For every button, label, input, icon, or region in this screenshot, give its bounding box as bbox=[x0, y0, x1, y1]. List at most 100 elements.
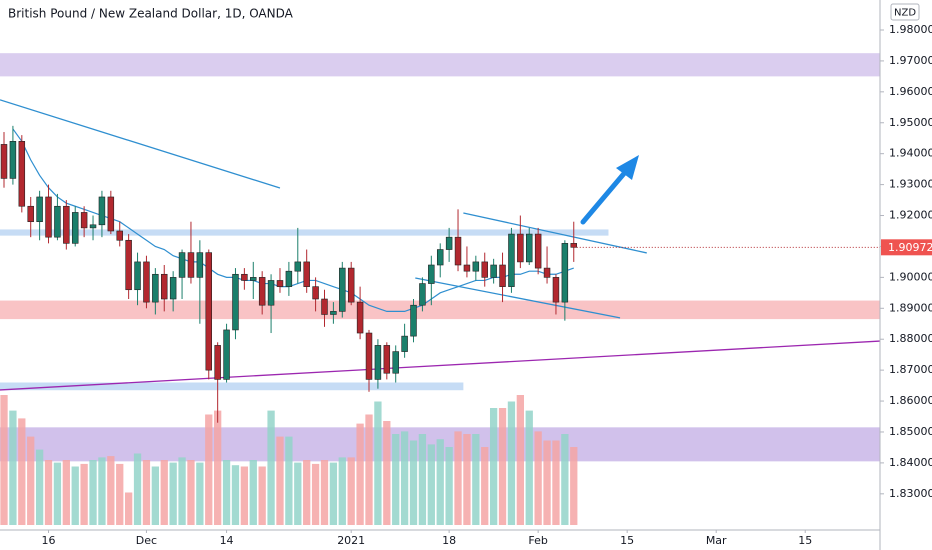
candle-body bbox=[321, 298, 328, 315]
candle-body bbox=[36, 196, 43, 223]
volume-bar bbox=[303, 460, 311, 525]
candle-body bbox=[178, 252, 186, 278]
candle-body bbox=[107, 196, 115, 232]
candle-body bbox=[71, 212, 79, 244]
x-tick-label: 15 bbox=[620, 534, 634, 547]
y-tick-label: 1.84000 bbox=[889, 456, 932, 469]
candle-body bbox=[45, 196, 52, 238]
candle-body bbox=[196, 252, 204, 278]
candle-body bbox=[526, 233, 533, 263]
candle-body bbox=[143, 261, 150, 303]
candle-body bbox=[428, 264, 435, 284]
candle-body bbox=[134, 261, 141, 291]
candle-body bbox=[0, 144, 8, 179]
candle-body bbox=[169, 277, 177, 300]
volume-bar bbox=[320, 460, 329, 525]
candle-body bbox=[392, 351, 399, 374]
y-tick-label: 1.98000 bbox=[889, 23, 932, 36]
volume-bar bbox=[543, 440, 551, 525]
volume-bar bbox=[44, 460, 53, 525]
y-tick-label: 1.95000 bbox=[889, 116, 932, 129]
volume-bar bbox=[285, 436, 293, 525]
volume-bar bbox=[463, 434, 471, 525]
volume-bar bbox=[196, 462, 204, 525]
volume-bar bbox=[516, 395, 524, 525]
candle-body bbox=[383, 345, 391, 374]
volume-bar bbox=[18, 418, 26, 525]
price-tag bbox=[881, 239, 932, 256]
candle-body bbox=[312, 286, 319, 300]
volume-bar bbox=[267, 410, 275, 525]
volume-bar bbox=[116, 463, 124, 525]
candle-body bbox=[250, 277, 257, 281]
volume-bar bbox=[231, 465, 240, 525]
arrow-shaft bbox=[580, 167, 630, 225]
volume-bar bbox=[418, 434, 427, 525]
y-tick-label: 1.88000 bbox=[889, 332, 932, 345]
volume-bar bbox=[80, 463, 88, 525]
y-tick-label: 1.87000 bbox=[889, 363, 932, 376]
zone bbox=[0, 53, 880, 77]
volume-bar bbox=[160, 460, 168, 525]
candle-body bbox=[499, 264, 506, 287]
plot-area bbox=[0, 53, 881, 525]
volume-bar bbox=[53, 462, 62, 525]
volume-bar bbox=[214, 410, 222, 525]
candle-body bbox=[490, 264, 497, 278]
volume-bar bbox=[454, 431, 462, 525]
candle-body bbox=[374, 345, 382, 380]
volume-bar bbox=[356, 423, 364, 525]
volume-bar bbox=[409, 440, 418, 525]
volume-bar bbox=[124, 492, 133, 525]
volume-bar bbox=[365, 414, 373, 525]
x-tick-label: Dec bbox=[136, 534, 157, 547]
volume-bar bbox=[178, 457, 186, 525]
volume-bar bbox=[400, 431, 409, 525]
y-tick-label: 1.89000 bbox=[889, 301, 932, 314]
x-tick-label: Feb bbox=[528, 534, 547, 547]
volume-bar bbox=[552, 440, 560, 525]
chart-title: British Pound / New Zealand Dollar, 1D, … bbox=[8, 7, 294, 21]
volume-bar bbox=[481, 447, 489, 525]
candle-body bbox=[232, 273, 239, 331]
candle-body bbox=[339, 267, 346, 312]
volume-bar bbox=[205, 414, 213, 525]
y-tick-label: 1.97000 bbox=[889, 54, 932, 67]
candle-body bbox=[27, 205, 34, 223]
candle-body bbox=[98, 196, 106, 226]
volume-bar bbox=[142, 460, 151, 525]
candle-body bbox=[214, 345, 221, 380]
candle-body bbox=[508, 233, 515, 287]
volume-bar bbox=[169, 462, 177, 525]
volume-bar bbox=[489, 408, 498, 525]
zone bbox=[0, 382, 464, 391]
trend-line bbox=[0, 99, 281, 189]
trend-line bbox=[415, 277, 621, 319]
candle-body bbox=[267, 280, 275, 306]
zone bbox=[0, 229, 609, 236]
trend-line bbox=[463, 212, 647, 254]
volume-bar bbox=[329, 462, 338, 525]
volume-bar bbox=[392, 434, 400, 525]
volume-bar bbox=[258, 466, 266, 525]
candle-body bbox=[241, 273, 248, 281]
candle-body bbox=[285, 270, 293, 287]
candle-body bbox=[410, 304, 417, 337]
volume-bar bbox=[427, 444, 435, 525]
volume-bar bbox=[383, 421, 391, 525]
volume-bar bbox=[445, 447, 453, 525]
volume-bar bbox=[436, 439, 444, 525]
candle-body bbox=[543, 267, 551, 278]
volume-bar bbox=[133, 453, 142, 525]
volume-bar bbox=[71, 466, 79, 525]
candle-body bbox=[401, 335, 408, 352]
candle-body bbox=[18, 141, 26, 207]
volume-bar bbox=[107, 456, 115, 525]
candle-body bbox=[365, 332, 373, 380]
candle-body bbox=[125, 239, 132, 291]
y-tick-label: 1.83000 bbox=[889, 487, 932, 500]
volume-bar bbox=[187, 460, 195, 525]
candle-body bbox=[436, 249, 444, 266]
candle-body bbox=[330, 311, 337, 315]
